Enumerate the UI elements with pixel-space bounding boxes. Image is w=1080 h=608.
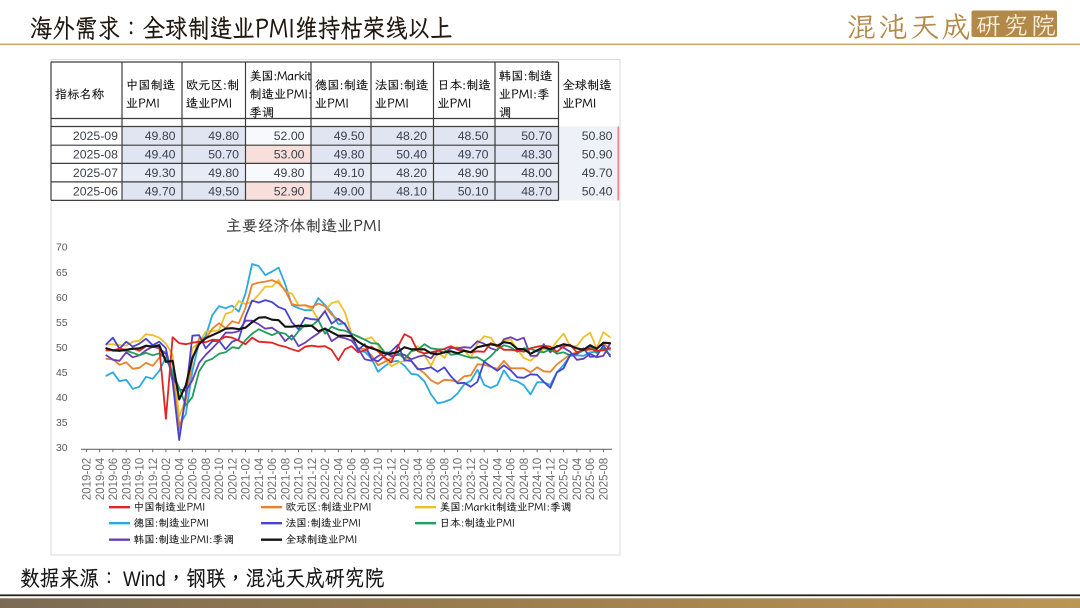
svg-text:Wind: Wind bbox=[123, 568, 166, 591]
svg-text:2021-10: 2021-10 bbox=[293, 458, 306, 501]
svg-text:2022-02: 2022-02 bbox=[319, 458, 332, 501]
svg-text:50.10: 50.10 bbox=[458, 184, 489, 198]
svg-text:2022-06: 2022-06 bbox=[346, 458, 359, 501]
svg-text:48.10: 48.10 bbox=[396, 184, 427, 198]
svg-text:2024-06: 2024-06 bbox=[505, 458, 518, 501]
svg-text:2019-10: 2019-10 bbox=[134, 458, 147, 501]
svg-text:53.00: 53.00 bbox=[274, 148, 305, 162]
svg-text:70: 70 bbox=[56, 243, 68, 254]
svg-text:2021-04: 2021-04 bbox=[253, 457, 266, 500]
svg-text:2019-02: 2019-02 bbox=[81, 458, 94, 501]
svg-text:2021-12: 2021-12 bbox=[306, 458, 319, 501]
svg-text:52.90: 52.90 bbox=[274, 184, 305, 198]
svg-text:49.70: 49.70 bbox=[145, 184, 176, 198]
svg-text:49.80: 49.80 bbox=[208, 166, 239, 180]
svg-text:48.20: 48.20 bbox=[396, 129, 427, 143]
svg-text:49.40: 49.40 bbox=[145, 148, 176, 162]
svg-text:2019-06: 2019-06 bbox=[107, 458, 120, 501]
svg-text:2021-08: 2021-08 bbox=[279, 458, 292, 501]
svg-text:2024-08: 2024-08 bbox=[518, 458, 531, 501]
svg-text:2025-02: 2025-02 bbox=[558, 458, 571, 501]
svg-text:48.20: 48.20 bbox=[396, 166, 427, 180]
svg-text:60: 60 bbox=[56, 293, 68, 304]
svg-text:50.70: 50.70 bbox=[521, 129, 552, 143]
svg-text:2022-08: 2022-08 bbox=[359, 458, 372, 501]
svg-text:49.80: 49.80 bbox=[208, 129, 239, 143]
svg-text:2025-06: 2025-06 bbox=[73, 184, 118, 198]
svg-text:2022-12: 2022-12 bbox=[385, 458, 398, 501]
svg-text:2020-08: 2020-08 bbox=[200, 458, 213, 501]
svg-text:48.70: 48.70 bbox=[521, 184, 552, 198]
svg-text:2025-08: 2025-08 bbox=[73, 148, 118, 162]
svg-text:2020-06: 2020-06 bbox=[187, 458, 200, 501]
svg-text:49.50: 49.50 bbox=[334, 129, 365, 143]
svg-text:50.80: 50.80 bbox=[582, 129, 613, 143]
svg-text:2023-12: 2023-12 bbox=[465, 458, 478, 501]
svg-text:2021-06: 2021-06 bbox=[266, 458, 279, 501]
svg-text:35: 35 bbox=[56, 418, 68, 429]
svg-text:2023-04: 2023-04 bbox=[412, 457, 425, 500]
svg-text:2025-09: 2025-09 bbox=[73, 129, 118, 143]
svg-text:2025-06: 2025-06 bbox=[584, 458, 597, 501]
svg-text:2025-07: 2025-07 bbox=[73, 166, 118, 180]
svg-text:2019-12: 2019-12 bbox=[147, 458, 160, 501]
svg-text:2023-02: 2023-02 bbox=[399, 458, 412, 501]
svg-text:2024-10: 2024-10 bbox=[531, 458, 544, 501]
svg-text:49.70: 49.70 bbox=[458, 148, 489, 162]
svg-text:2023-10: 2023-10 bbox=[452, 458, 465, 501]
svg-text:30: 30 bbox=[56, 443, 68, 454]
svg-text:49.50: 49.50 bbox=[208, 184, 239, 198]
svg-text:49.30: 49.30 bbox=[145, 166, 176, 180]
svg-text:49.70: 49.70 bbox=[582, 166, 613, 180]
svg-text:2020-04: 2020-04 bbox=[173, 457, 186, 500]
svg-text:65: 65 bbox=[56, 268, 68, 279]
svg-text:49.80: 49.80 bbox=[145, 129, 176, 143]
svg-text:2020-02: 2020-02 bbox=[160, 458, 173, 501]
svg-text:2022-10: 2022-10 bbox=[372, 458, 385, 501]
svg-text:48.30: 48.30 bbox=[521, 148, 552, 162]
svg-text:2024-02: 2024-02 bbox=[478, 458, 491, 501]
svg-text:2021-02: 2021-02 bbox=[240, 458, 253, 501]
svg-text:2024-12: 2024-12 bbox=[544, 458, 557, 501]
svg-text:2024-04: 2024-04 bbox=[491, 457, 504, 500]
svg-text:2019-04: 2019-04 bbox=[94, 457, 107, 500]
svg-text:50.40: 50.40 bbox=[396, 148, 427, 162]
svg-text:2022-04: 2022-04 bbox=[332, 457, 345, 500]
svg-text:45: 45 bbox=[56, 368, 68, 379]
svg-text:48.90: 48.90 bbox=[458, 166, 489, 180]
svg-text:48.00: 48.00 bbox=[521, 166, 552, 180]
svg-text:50: 50 bbox=[56, 343, 68, 354]
svg-text:55: 55 bbox=[56, 318, 68, 329]
svg-text:2025-08: 2025-08 bbox=[597, 458, 610, 501]
svg-text:49.80: 49.80 bbox=[274, 166, 305, 180]
svg-text:49.10: 49.10 bbox=[334, 166, 365, 180]
svg-text:2020-12: 2020-12 bbox=[226, 458, 239, 501]
svg-text:2020-10: 2020-10 bbox=[213, 458, 226, 501]
svg-text:2023-06: 2023-06 bbox=[425, 458, 438, 501]
svg-text:40: 40 bbox=[56, 393, 68, 404]
svg-text:2019-08: 2019-08 bbox=[120, 458, 133, 501]
svg-text:50.70: 50.70 bbox=[208, 148, 239, 162]
svg-text:49.00: 49.00 bbox=[334, 184, 365, 198]
svg-text:2025-04: 2025-04 bbox=[571, 457, 584, 500]
svg-text:2023-08: 2023-08 bbox=[438, 458, 451, 501]
svg-text:50.40: 50.40 bbox=[582, 184, 613, 198]
svg-text:50.90: 50.90 bbox=[582, 148, 613, 162]
svg-text:49.80: 49.80 bbox=[334, 148, 365, 162]
svg-text:52.00: 52.00 bbox=[274, 129, 305, 143]
svg-text:48.50: 48.50 bbox=[458, 129, 489, 143]
